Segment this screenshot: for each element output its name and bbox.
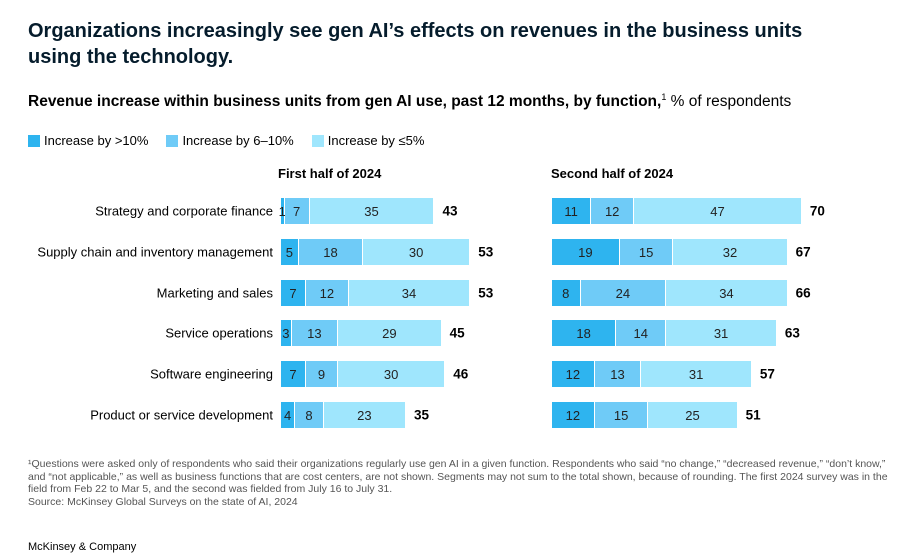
bar-segment: 19 (552, 239, 620, 265)
total-label: 51 (745, 407, 761, 423)
legend-swatch (28, 134, 40, 147)
bar-segment: 18 (552, 320, 617, 346)
footnote-text: ¹Questions were asked only of respondent… (28, 458, 888, 495)
bar-segment: 7 (284, 198, 310, 224)
category-label: Supply chain and inventory management (37, 244, 273, 260)
bar-segment: 7 (281, 361, 306, 387)
bar-segment: 11 (552, 198, 592, 224)
legend-swatch (166, 134, 179, 147)
total-label: 70 (809, 203, 825, 219)
bar-segment: 8 (552, 280, 581, 306)
bar-segment: 4 (281, 402, 296, 428)
legend-label: Increase by ≤5% (327, 133, 425, 148)
category-label: Software engineering (150, 366, 273, 382)
legend-label: Increase by 6–10% (182, 133, 294, 148)
legend-label: Increase by >10% (44, 133, 149, 148)
total-label: 53 (478, 285, 494, 301)
chart-title: Organizations increasingly see gen AI’s … (28, 20, 803, 68)
footnote: ¹Questions were asked only of respondent… (28, 458, 888, 508)
bar-segment: 30 (338, 361, 446, 387)
total-label: 66 (795, 285, 811, 301)
legend: Increase by >10% Increase by 6–10% Increas… (28, 133, 424, 148)
bar-segment: 14 (616, 320, 667, 346)
bar-segment: 1 (279, 198, 286, 224)
footnote-marker: 1 (661, 92, 667, 102)
bar-segment: 7 (281, 280, 306, 306)
bar-segment: 34 (666, 280, 788, 306)
total-label: 57 (759, 366, 775, 382)
bar-segment: 31 (666, 320, 777, 346)
bar-segment: 23 (323, 402, 406, 428)
bar-segment: 35 (309, 198, 435, 224)
legend-swatch (311, 134, 324, 147)
bar-segment: 24 (580, 280, 667, 306)
bar-segment: 47 (634, 198, 802, 224)
bar-segment: 8 (295, 402, 324, 428)
total-label: 67 (795, 244, 811, 260)
bar-segment: 12 (552, 361, 595, 387)
category-label: Service operations (165, 325, 273, 341)
legend-item: Increase by >10% (28, 133, 148, 148)
total-label: 45 (449, 325, 465, 341)
category-label: Product or service development (90, 407, 273, 423)
brand-name: McKinsey & Company (28, 541, 137, 553)
legend-item: Increase by ≤5% (311, 133, 425, 148)
bar-segment: 34 (348, 280, 471, 306)
bar-segment: 30 (363, 239, 471, 265)
chart-subtitle: Revenue increase within business units f… (28, 92, 791, 111)
total-label: 46 (453, 366, 469, 382)
total-label: 53 (478, 244, 494, 260)
bar-segment: 12 (591, 198, 635, 224)
bar-segment: 13 (291, 320, 339, 346)
panel-title: First half of 2024 (278, 166, 382, 181)
bar-segment: 31 (641, 361, 752, 387)
bar-segment: 12 (305, 280, 349, 306)
bar-segment: 5 (281, 239, 299, 265)
bar-segment: 12 (552, 402, 595, 428)
total-label: 35 (413, 407, 429, 423)
subtitle-bold: Revenue increase within business units f… (28, 93, 662, 111)
category-label: Marketing and sales (156, 285, 273, 301)
bar-segment: 15 (619, 239, 674, 265)
panel-title: Second half of 2024 (551, 166, 674, 181)
bar-segment: 25 (648, 402, 738, 428)
total-label: 63 (784, 325, 800, 341)
bar-segment: 29 (338, 320, 442, 346)
bar-segment: 32 (673, 239, 788, 265)
bar-segment: 15 (594, 402, 649, 428)
legend-item: Increase by 6–10% (166, 133, 294, 148)
subtitle-unit: % of respondents (666, 93, 792, 111)
bar-segment: 9 (305, 361, 339, 387)
bar-segment: 13 (594, 361, 642, 387)
bar-segment: 18 (298, 239, 364, 265)
total-label: 43 (442, 203, 458, 219)
bar-segment: 3 (281, 320, 292, 346)
source-text: Source: McKinsey Global Surveys on the s… (28, 495, 298, 508)
category-label: Strategy and corporate finance (95, 203, 273, 219)
